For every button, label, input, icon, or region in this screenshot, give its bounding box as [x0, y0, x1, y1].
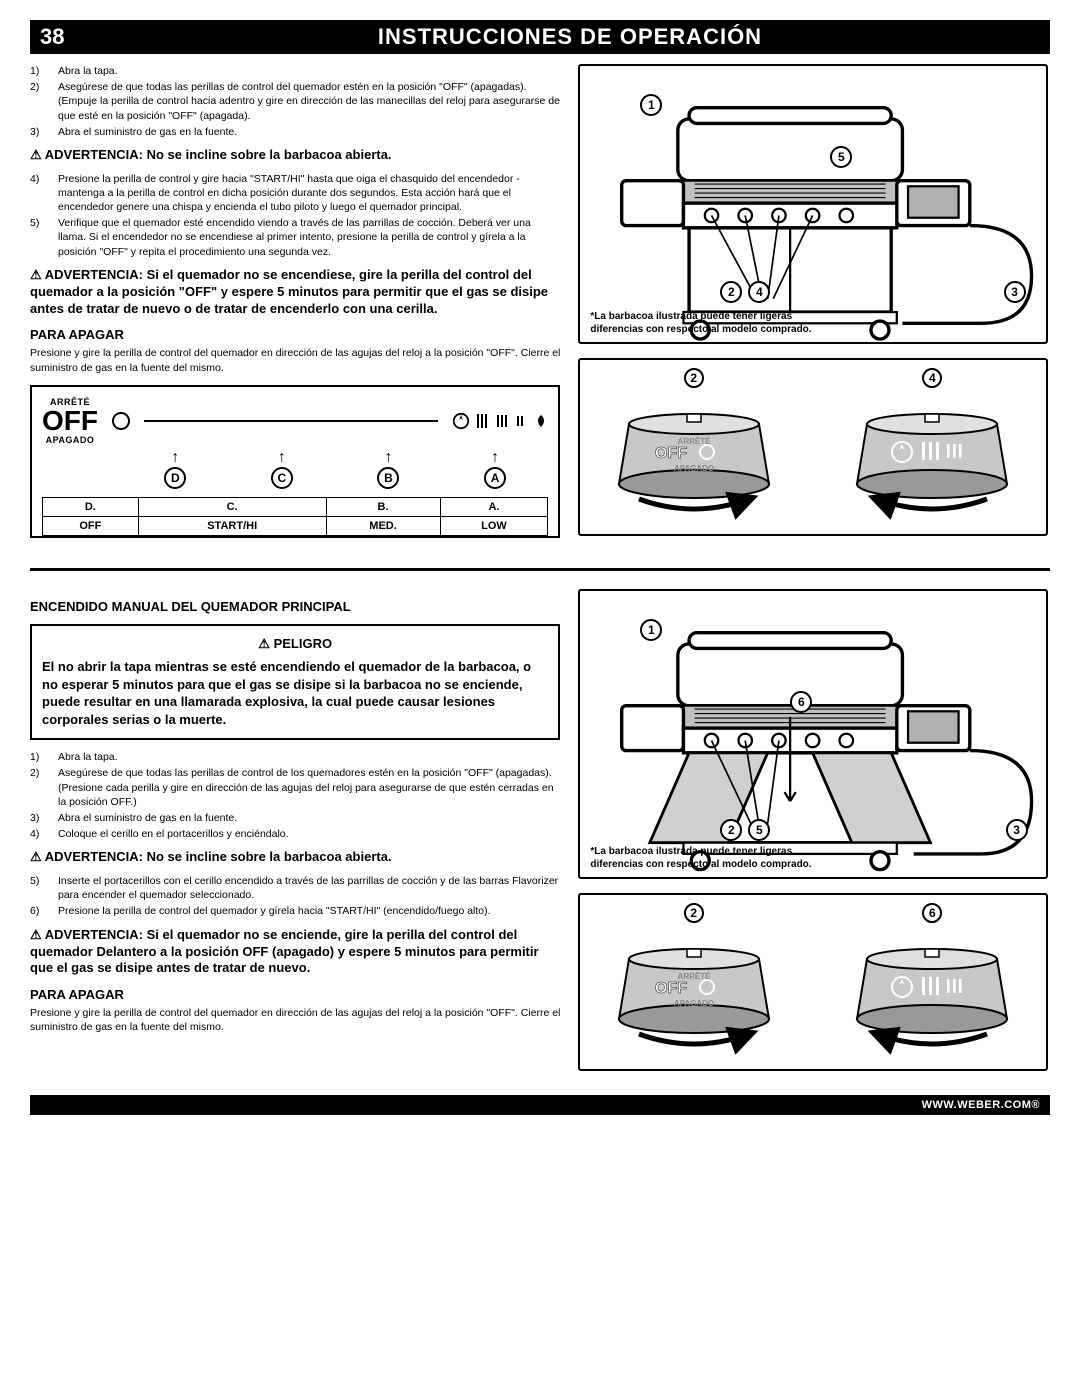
knob-ignite-icon: [847, 394, 1017, 524]
danger-box: ⚠ PELIGRO El no abrir la tapa mientras s…: [30, 624, 560, 740]
warning-4: ⚠ ADVERTENCIA: Si el quemador no se enci…: [30, 927, 560, 978]
heat-scale-icons: [452, 412, 548, 430]
warning-2: ⚠ ADVERTENCIA: Si el quemador no se ence…: [30, 267, 560, 318]
svg-text:APAGADO: APAGADO: [674, 999, 714, 1008]
para-apagar-text-2: Presione y gire la perilla de control de…: [30, 1006, 560, 1034]
step-list-1: 1)Abra la tapa. 2)Asegúrese de que todas…: [30, 64, 560, 139]
grill-illustration-open-icon: [588, 599, 1037, 880]
page-footer: WWW.WEBER.COM®: [30, 1095, 1050, 1115]
grill-figure-2: 1 6 2 5 3 *La barbacoa ilustrada puede t…: [578, 589, 1047, 879]
figure-note: *La barbacoa ilustrada puede tener liger…: [590, 311, 846, 336]
page-title: INSTRUCCIONES DE OPERACIÓN: [100, 24, 1040, 50]
knob-detail-1: 2 ARRÊTÉ OFF APAGADO 4: [578, 358, 1047, 536]
para-apagar-text: Presione y gire la perilla de control de…: [30, 346, 560, 374]
manual-ignition-heading: ENCENDIDO MANUAL DEL QUEMADOR PRINCIPAL: [30, 599, 560, 614]
step-list-4: 5)Inserte el portacerillos con el cerill…: [30, 874, 560, 919]
svg-text:APAGADO: APAGADO: [674, 464, 714, 473]
knob-off-icon: ARRÊTÉ OFF APAGADO: [609, 394, 779, 524]
step-list-3: 1)Abra la tapa. 2)Asegúrese de que todas…: [30, 750, 560, 841]
svg-text:OFF: OFF: [655, 445, 687, 462]
warning-3: ⚠ ADVERTENCIA: No se incline sobre la ba…: [30, 849, 560, 866]
section-divider: [30, 568, 1050, 571]
position-table: D. C. B. A. OFF START/HI MED. LOW: [42, 497, 548, 536]
step-list-2: 4)Presione la perilla de control y gire …: [30, 172, 560, 259]
page-number: 38: [40, 24, 100, 50]
off-indicator-icon: [112, 412, 130, 430]
knob-off-icon: ARRÊTÉ OFF APAGADO: [609, 929, 779, 1059]
dial-panel: ARRÊTÉ OFF APAGADO: [30, 385, 560, 538]
svg-text:OFF: OFF: [655, 980, 687, 997]
grill-figure-1: 1 5 2 4 3 *La barbacoa ilustrada puede t…: [578, 64, 1047, 344]
knob-ignite-icon: [847, 929, 1017, 1059]
para-apagar-heading-2: PARA APAGAR: [30, 987, 560, 1002]
knob-detail-2: 2 ARRÊTÉ OFF APAGADO 6: [578, 893, 1047, 1071]
para-apagar-heading: PARA APAGAR: [30, 327, 560, 342]
title-bar: 38 INSTRUCCIONES DE OPERACIÓN: [30, 20, 1050, 54]
warning-1: ⚠ ADVERTENCIA: No se incline sobre la ba…: [30, 147, 560, 164]
